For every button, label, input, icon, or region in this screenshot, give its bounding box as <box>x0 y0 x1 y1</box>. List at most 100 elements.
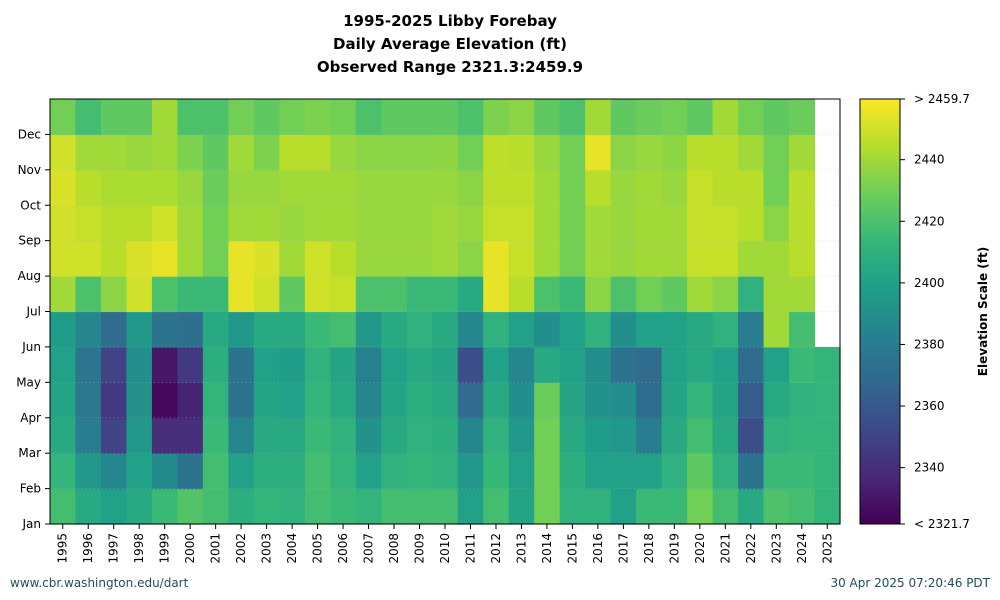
heatmap-cell <box>559 134 586 171</box>
heatmap-cell <box>151 99 179 136</box>
heatmap-cell <box>228 99 255 136</box>
heatmap-cell <box>534 453 561 490</box>
heatmap-cell <box>559 205 586 242</box>
heatmap-cell <box>661 99 688 136</box>
heatmap-cell <box>151 311 179 348</box>
chart-subtitle: Daily Average Elevation (ft) <box>333 35 567 53</box>
heatmap-cell <box>202 417 229 454</box>
y-tick-label: Dec <box>18 127 41 141</box>
chart-title-block: 1995-2025 Libby Forebay Daily Average El… <box>0 10 900 79</box>
heatmap-cell <box>253 382 280 419</box>
heatmap-cell <box>483 488 510 525</box>
heatmap-cell <box>738 240 765 277</box>
colorbar-tick-label: < 2321.7 <box>914 517 970 531</box>
heatmap-cell <box>559 488 586 525</box>
y-tick-label: May <box>16 375 41 389</box>
heatmap-cell <box>763 134 790 171</box>
heatmap-cell <box>304 169 331 206</box>
heatmap-cell <box>687 134 714 171</box>
heatmap-cell <box>330 311 357 348</box>
heatmap-cell <box>636 99 663 136</box>
heatmap-cell <box>432 99 459 136</box>
heatmap-cell <box>355 488 382 525</box>
heatmap-cell <box>457 276 484 313</box>
heatmap-cell <box>763 488 790 525</box>
heatmap-cell <box>585 134 612 171</box>
heatmap-cell <box>687 488 714 525</box>
heatmap-cell <box>508 276 535 313</box>
x-tick-label: 2016 <box>591 533 605 564</box>
heatmap-cell <box>508 453 535 490</box>
heatmap-cell <box>177 417 204 454</box>
heatmap-cell <box>406 134 433 171</box>
heatmap-cell <box>534 417 561 454</box>
heatmap-cell <box>661 276 688 313</box>
heatmap-cell <box>457 240 484 277</box>
heatmap-cell <box>483 311 510 348</box>
heatmap-cell <box>559 382 586 419</box>
heatmap-cell <box>763 276 790 313</box>
x-tick-label: 2022 <box>744 533 758 564</box>
heatmap-cell <box>381 311 408 348</box>
heatmap-cell <box>789 417 816 454</box>
x-tick-label: 2013 <box>514 533 528 564</box>
heatmap-cell <box>712 382 739 419</box>
heatmap-cell <box>381 240 408 277</box>
heatmap-cell <box>814 488 841 525</box>
heatmap-cell <box>330 276 357 313</box>
heatmap-cell <box>636 417 663 454</box>
heatmap-cell <box>687 240 714 277</box>
heatmap-cell <box>661 311 688 348</box>
heatmap-cell <box>381 134 408 171</box>
heatmap-cell <box>789 346 816 383</box>
heatmap-cell <box>789 276 816 313</box>
heatmap-cell <box>712 417 739 454</box>
heatmap-cell <box>381 382 408 419</box>
heatmap-cell <box>738 453 765 490</box>
heatmap-cell <box>202 488 229 525</box>
heatmap-cell <box>585 240 612 277</box>
colorbar <box>859 98 901 525</box>
colorbar-label: Elevation Scale (ft) <box>976 247 990 376</box>
heatmap-cell <box>687 382 714 419</box>
heatmap-cell <box>151 240 179 277</box>
heatmap-cell <box>712 276 739 313</box>
x-tick-label: 2009 <box>413 533 427 564</box>
heatmap-cell <box>585 488 612 525</box>
x-tick-label: 2000 <box>183 533 197 564</box>
heatmap-cell <box>253 240 280 277</box>
heatmap-cell <box>712 240 739 277</box>
x-tick-label: 2008 <box>387 533 401 564</box>
y-tick-label: Oct <box>20 198 41 212</box>
heatmap-cell <box>355 169 382 206</box>
heatmap-cell <box>177 346 204 383</box>
heatmap-cell <box>585 169 612 206</box>
heatmap-cell <box>508 382 535 419</box>
heatmap-cell <box>100 276 128 313</box>
heatmap-cell <box>661 346 688 383</box>
heatmap-cell <box>355 311 382 348</box>
heatmap-cell <box>228 417 255 454</box>
heatmap-cell <box>457 488 484 525</box>
heatmap-cell <box>330 205 357 242</box>
heatmap-cell <box>406 205 433 242</box>
heatmap-cell <box>610 276 637 313</box>
heatmap-cell <box>687 453 714 490</box>
heatmap-cell <box>661 417 688 454</box>
heatmap-cell <box>636 134 663 171</box>
heatmap-cell <box>355 346 382 383</box>
heatmap-cell <box>457 134 484 171</box>
heatmap-cell <box>559 453 586 490</box>
heatmap-cell <box>279 417 306 454</box>
heatmap-cell <box>202 346 229 383</box>
footer-url[interactable]: www.cbr.washington.edu/dart <box>10 576 189 590</box>
heatmap-cell <box>50 311 77 348</box>
heatmap-cell <box>100 99 128 136</box>
heatmap-cell <box>712 134 739 171</box>
heatmap-cell <box>330 382 357 419</box>
heatmap-cell <box>279 169 306 206</box>
heatmap-cell <box>151 134 179 171</box>
heatmap-cell <box>610 417 637 454</box>
colorbar-tick-label: > 2459.7 <box>914 92 970 106</box>
heatmap-cell <box>50 382 77 419</box>
